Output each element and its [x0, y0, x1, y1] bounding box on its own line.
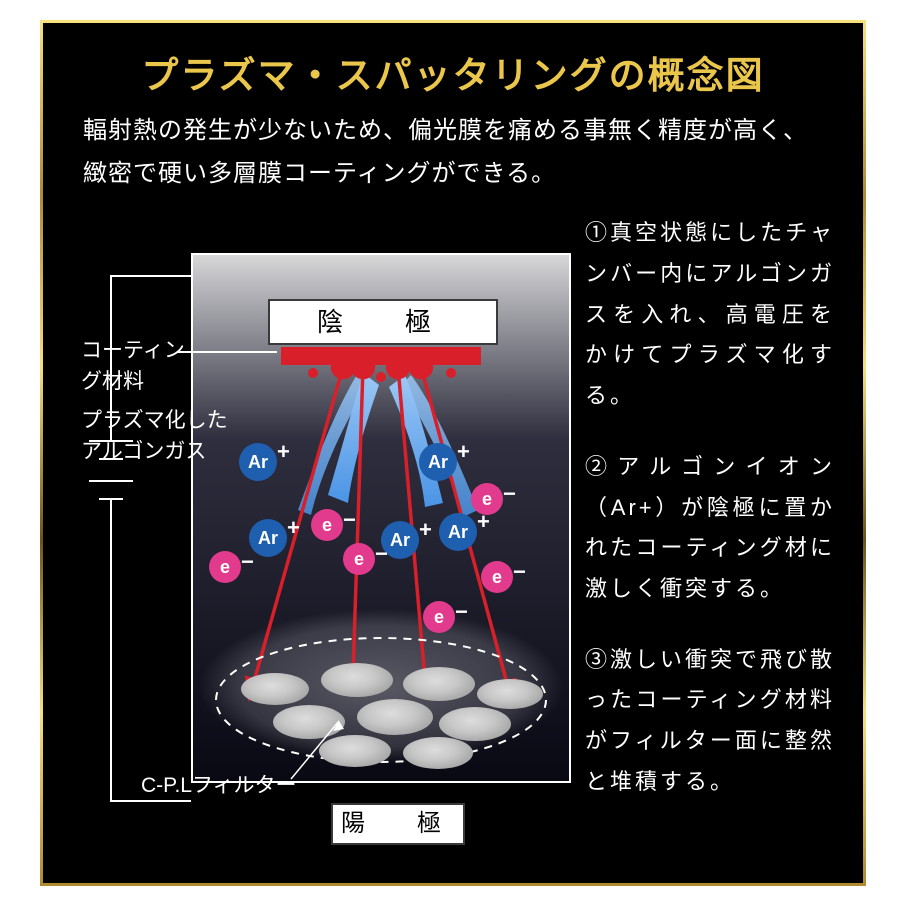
electron: e	[209, 551, 241, 583]
step-3: ③激しい衝突で飛び散ったコーティング材料がフィルター面に整然と堆積する。	[585, 640, 835, 803]
diagram-content: 陰 極	[43, 213, 863, 853]
electron: e	[311, 509, 343, 541]
plus-sign: +	[287, 515, 300, 541]
minus-sign: −	[343, 507, 356, 533]
step-1: ①真空状態にしたチャンバー内にアルゴンガスを入れ、高電圧をかけてプラズマ化する。	[585, 213, 835, 416]
plus-sign: +	[457, 439, 470, 465]
step-2: ②アルゴンイオン（Ar+）が陰極に置かれたコーティング材に激しく衝突する。	[585, 447, 835, 610]
diagram-subtitle: 輻射熱の発生が少ないため、偏光膜を痛める事無く精度が高く、緻密で硬い多層膜コーテ…	[43, 109, 863, 213]
argon-ion: Ar	[419, 443, 457, 481]
leader-coating	[177, 351, 277, 353]
plus-sign: +	[277, 439, 290, 465]
plus-sign: +	[419, 517, 432, 543]
minus-sign: −	[455, 599, 468, 625]
electron: e	[423, 601, 455, 633]
particles-layer: Ar+Ar+Ar+Ar+Ar+e−e−e−e−e−e−	[81, 231, 581, 831]
minus-sign: −	[375, 541, 388, 567]
argon-ion: Ar	[239, 443, 277, 481]
minus-sign: −	[503, 481, 516, 507]
label-cpl-filter: C-P.Lフィルター	[141, 771, 297, 801]
outer-frame: プラズマ・スパッタリングの概念図 輻射熱の発生が少ないため、偏光膜を痛める事無く…	[40, 20, 866, 886]
label-plasma-argon: プラズマ化したアルゴンガス	[81, 406, 231, 467]
argon-ion: Ar	[249, 519, 287, 557]
electron: e	[343, 543, 375, 575]
argon-ion: Ar	[439, 513, 477, 551]
electron: e	[481, 561, 513, 593]
minus-sign: −	[241, 549, 254, 575]
minus-sign: −	[513, 559, 526, 585]
electron: e	[471, 483, 503, 515]
diagram-title: プラズマ・スパッタリングの概念図	[43, 23, 863, 109]
label-coating-material: コーティング材料	[81, 336, 196, 397]
explanation-steps: ①真空状態にしたチャンバー内にアルゴンガスを入れ、高電圧をかけてプラズマ化する。…	[585, 213, 835, 832]
sputtering-diagram: 陰 極	[81, 231, 581, 831]
